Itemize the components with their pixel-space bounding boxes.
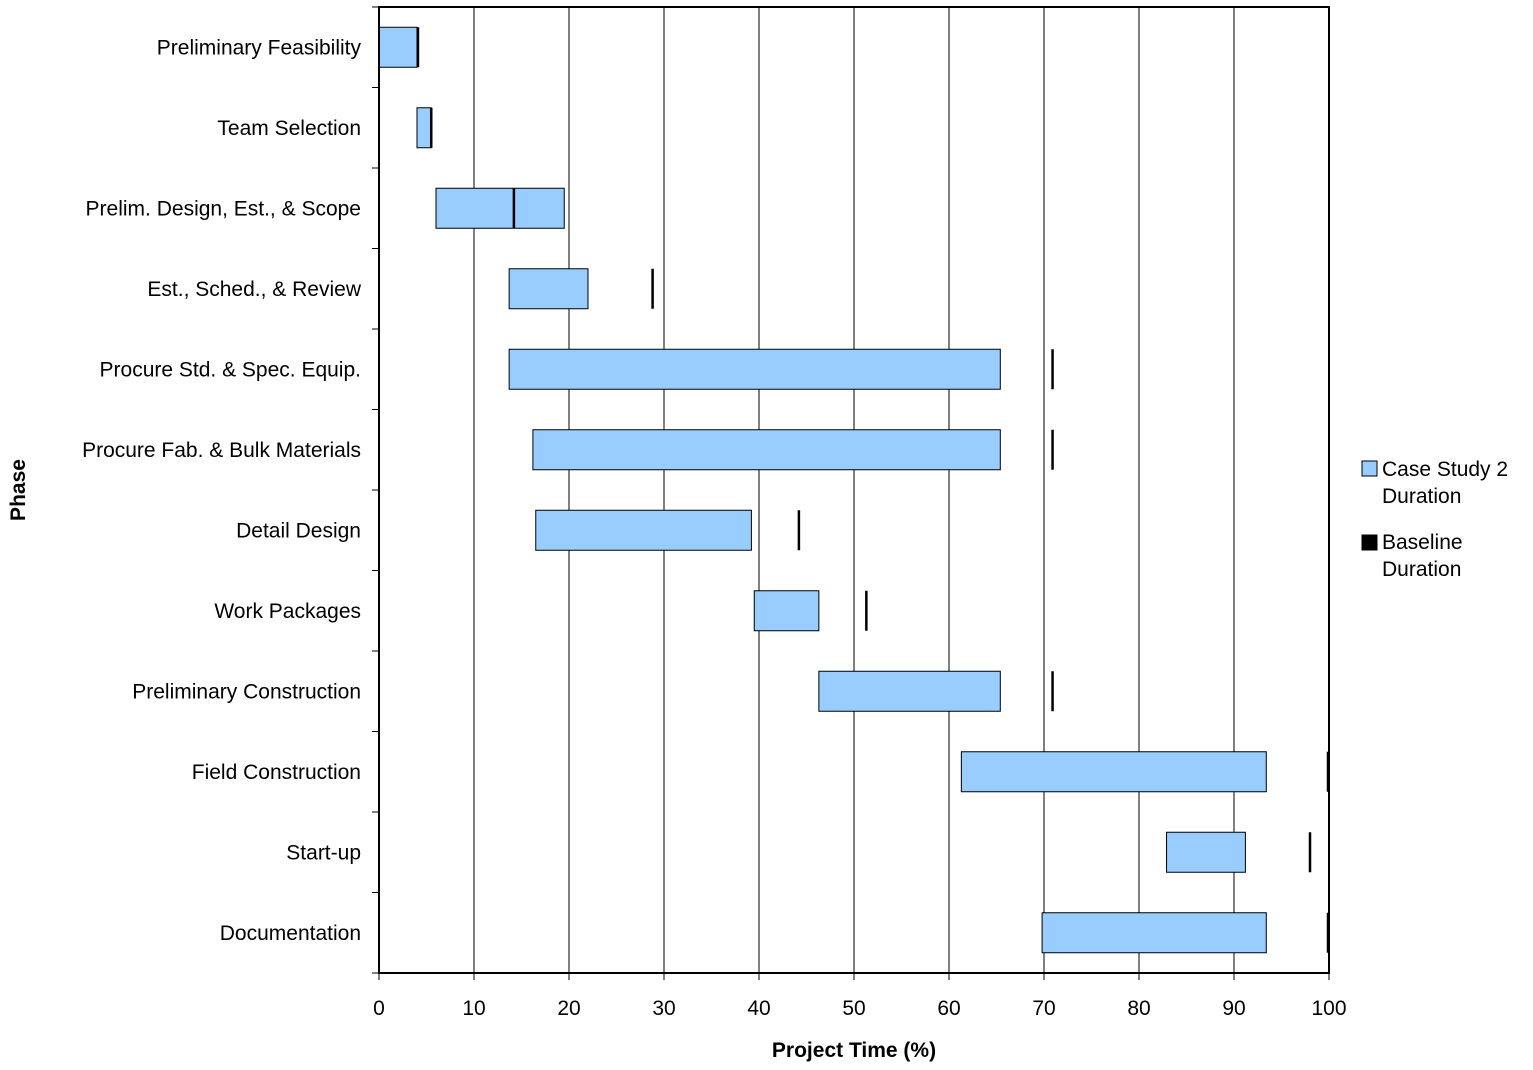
- category-label: Prelim. Design, Est., & Scope: [86, 197, 361, 220]
- category-label: Work Packages: [214, 600, 361, 623]
- legend-label-case-study-line1: Case Study 2: [1382, 458, 1508, 481]
- category-label: Field Construction: [192, 761, 361, 784]
- category-label: Est., Sched., & Review: [147, 278, 361, 301]
- duration-bar: [1166, 831, 1246, 873]
- duration-bar: [508, 268, 589, 310]
- x-tick-label: 100: [1311, 997, 1346, 1020]
- legend-label-baseline-line2: Duration: [1382, 558, 1461, 581]
- duration-bar: [535, 509, 752, 551]
- x-tick-label: 90: [1222, 997, 1245, 1020]
- x-axis-title: Project Time (%): [772, 1039, 936, 1062]
- x-tick-label: 10: [462, 997, 485, 1020]
- legend-label-baseline-line1: Baseline: [1382, 531, 1463, 554]
- duration-bar: [818, 670, 1001, 712]
- legend: Case Study 2 Duration Baseline Duration: [1361, 458, 1508, 581]
- category-label: Documentation: [220, 922, 361, 945]
- duration-bar: [1041, 912, 1267, 954]
- category-label: Team Selection: [217, 117, 361, 140]
- x-tick-label: 60: [937, 997, 960, 1020]
- gridlines: [473, 7, 1235, 973]
- duration-bar: [435, 187, 565, 229]
- duration-bar: [378, 26, 418, 68]
- duration-bar: [532, 429, 1001, 471]
- x-tick-label: 30: [652, 997, 675, 1020]
- category-label: Procure Fab. & Bulk Materials: [82, 439, 361, 462]
- category-label: Procure Std. & Spec. Equip.: [100, 358, 361, 381]
- legend-swatch-baseline: [1361, 534, 1378, 551]
- baseline-markers: [416, 27, 1330, 953]
- duration-bar: [753, 590, 820, 632]
- x-tick-label: 70: [1032, 997, 1055, 1020]
- category-label: Preliminary Construction: [132, 680, 361, 703]
- category-label: Start-up: [286, 841, 361, 864]
- x-tick-label: 40: [747, 997, 770, 1020]
- x-tick-labels: 0 10 20 30 40 50 60 70 80 90 100: [373, 997, 1346, 1020]
- x-tick-label: 0: [373, 997, 385, 1020]
- legend-swatch-case-study: [1361, 460, 1378, 477]
- y-axis-ticks: [372, 6, 379, 974]
- x-axis-ticks: [378, 973, 1330, 980]
- category-label: Detail Design: [236, 519, 361, 542]
- duration-bar: [508, 348, 1001, 390]
- category-label: Preliminary Feasibility: [157, 36, 362, 59]
- duration-bars: [378, 26, 1267, 954]
- duration-bar: [960, 751, 1267, 793]
- duration-bar: [416, 107, 432, 149]
- y-axis-title: Phase: [7, 459, 30, 521]
- legend-label-case-study-line2: Duration: [1382, 485, 1461, 508]
- x-tick-label: 50: [842, 997, 865, 1020]
- x-tick-label: 80: [1127, 997, 1150, 1020]
- x-tick-label: 20: [557, 997, 580, 1020]
- category-labels: Preliminary Feasibility Team Selection Pre…: [82, 36, 362, 945]
